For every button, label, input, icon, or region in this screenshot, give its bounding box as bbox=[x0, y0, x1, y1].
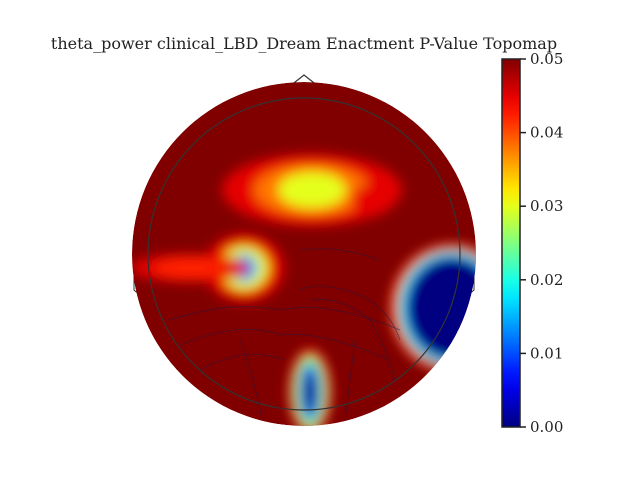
frontal-central-blob bbox=[222, 154, 402, 226]
colorbar-tick-label: 0.00 bbox=[530, 418, 563, 436]
significance-blobs bbox=[132, 154, 476, 426]
left-temporal-strip bbox=[132, 254, 250, 282]
blob-layer bbox=[278, 172, 346, 208]
blob-layer bbox=[352, 184, 392, 216]
colorbar-tick-label: 0.05 bbox=[530, 50, 563, 68]
topomap-field bbox=[132, 82, 476, 426]
head-outline bbox=[147, 97, 461, 411]
blob-layer bbox=[304, 372, 316, 412]
colorbar-ticks: 0.00 0.01 0.02 0.03 0.04 0.05 bbox=[520, 50, 563, 436]
right-temporal-region bbox=[390, 244, 476, 372]
blob-layer bbox=[154, 258, 226, 278]
occipital-midline-blob bbox=[288, 348, 332, 426]
background-field bbox=[132, 82, 476, 426]
colorbar: 0.00 0.01 0.02 0.03 0.04 0.05 bbox=[501, 50, 563, 436]
topomap-head bbox=[132, 74, 476, 426]
colorbar-tick-label: 0.03 bbox=[530, 197, 563, 215]
blob-layer bbox=[408, 258, 476, 358]
chart-title: theta_power clinical_LBD_Dream Enactment… bbox=[51, 34, 557, 53]
colorbar-tick-label: 0.01 bbox=[530, 344, 563, 362]
colorbar-bar bbox=[501, 58, 521, 428]
colorbar-tick-label: 0.04 bbox=[530, 124, 563, 142]
colorbar-tick-label: 0.02 bbox=[530, 271, 563, 289]
contour-lines bbox=[169, 248, 401, 421]
